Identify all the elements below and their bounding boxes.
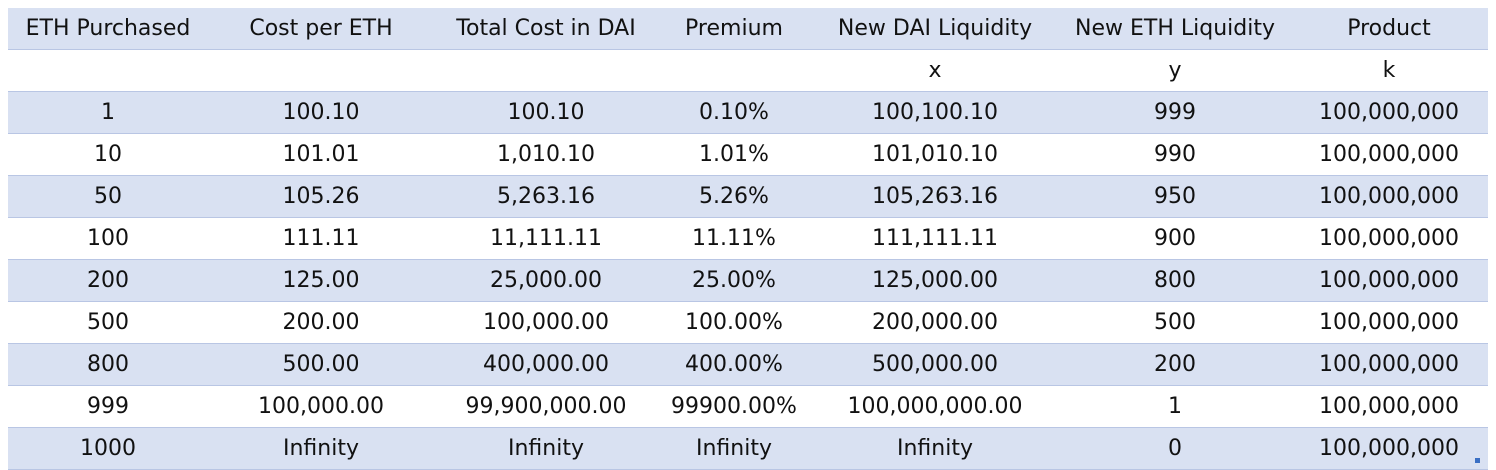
cell-premium[interactable]: Infinity — [658, 427, 810, 470]
cell-cost-per-eth[interactable]: 200.00 — [208, 301, 434, 344]
cell-cost-per-eth[interactable]: 105.26 — [208, 175, 434, 218]
header-row: ETH Purchased Cost per ETH Total Cost in… — [8, 8, 1488, 50]
cell-premium[interactable]: 0.10% — [658, 91, 810, 134]
cell-new-dai-liquidity[interactable]: Infinity — [810, 427, 1060, 470]
cell-total-cost-dai[interactable]: 400,000.00 — [434, 343, 658, 386]
cell-product[interactable]: 100,000,000 — [1290, 217, 1488, 260]
variable-cell-x[interactable]: x — [810, 49, 1060, 92]
cell-product[interactable]: 100,000,000 — [1290, 175, 1488, 218]
table-row: 200 125.00 25,000.00 25.00% 125,000.00 800 100… — [8, 259, 1488, 302]
cell-eth-purchased[interactable]: 999 — [8, 385, 208, 428]
table-row: 500 200.00 100,000.00 100.00% 200,000.00 500 1… — [8, 301, 1488, 344]
cell-eth-purchased[interactable]: 100 — [8, 217, 208, 260]
cell-new-dai-liquidity[interactable]: 500,000.00 — [810, 343, 1060, 386]
cell-cost-per-eth[interactable]: 125.00 — [208, 259, 434, 302]
variable-cell-eth-purchased[interactable] — [8, 49, 208, 92]
header-cost-per-eth[interactable]: Cost per ETH — [208, 8, 434, 50]
table-row: 50 105.26 5,263.16 5.26% 105,263.16 950 100,00… — [8, 175, 1488, 218]
variable-cell-k[interactable]: k — [1290, 49, 1488, 92]
cell-cost-per-eth[interactable]: 500.00 — [208, 343, 434, 386]
cell-eth-purchased[interactable]: 500 — [8, 301, 208, 344]
cell-total-cost-dai[interactable]: 1,010.10 — [434, 133, 658, 176]
cell-new-eth-liquidity[interactable]: 990 — [1060, 133, 1290, 176]
variable-row: x y k — [8, 49, 1488, 92]
variable-cell-cost-per-eth[interactable] — [208, 49, 434, 92]
table-row: 800 500.00 400,000.00 400.00% 500,000.00 200 1… — [8, 343, 1488, 386]
cell-product[interactable]: 100,000,000 — [1290, 427, 1488, 470]
header-total-cost-dai[interactable]: Total Cost in DAI — [434, 8, 658, 50]
cell-new-eth-liquidity[interactable]: 950 — [1060, 175, 1290, 218]
header-new-dai-liquidity[interactable]: New DAI Liquidity — [810, 8, 1060, 50]
cell-new-eth-liquidity[interactable]: 1 — [1060, 385, 1290, 428]
cell-new-dai-liquidity[interactable]: 105,263.16 — [810, 175, 1060, 218]
cell-total-cost-dai[interactable]: 5,263.16 — [434, 175, 658, 218]
cell-product[interactable]: 100,000,000 — [1290, 91, 1488, 134]
cell-product[interactable]: 100,000,000 — [1290, 385, 1488, 428]
cell-premium[interactable]: 1.01% — [658, 133, 810, 176]
cell-new-dai-liquidity[interactable]: 101,010.10 — [810, 133, 1060, 176]
cell-total-cost-dai[interactable]: 11,111.11 — [434, 217, 658, 260]
cell-product[interactable]: 100,000,000 — [1290, 133, 1488, 176]
cell-cost-per-eth[interactable]: Infinity — [208, 427, 434, 470]
table-row: 10 101.01 1,010.10 1.01% 101,010.10 990 100,00… — [8, 133, 1488, 176]
cell-premium[interactable]: 11.11% — [658, 217, 810, 260]
table-row: 999 100,000.00 99,900,000.00 99900.00% 100,0… — [8, 385, 1488, 428]
table-row: 1000 Infinity Infinity Infinity Infinity 0 100… — [8, 427, 1488, 470]
cell-new-eth-liquidity[interactable]: 800 — [1060, 259, 1290, 302]
selection-fill-handle[interactable] — [1475, 458, 1480, 463]
cell-new-eth-liquidity[interactable]: 0 — [1060, 427, 1290, 470]
header-new-eth-liquidity[interactable]: New ETH Liquidity — [1060, 8, 1290, 50]
cell-premium[interactable]: 99900.00% — [658, 385, 810, 428]
header-eth-purchased[interactable]: ETH Purchased — [8, 8, 208, 50]
cell-new-dai-liquidity[interactable]: 100,100.10 — [810, 91, 1060, 134]
variable-cell-premium[interactable] — [658, 49, 810, 92]
table-row: 100 111.11 11,111.11 11.11% 111,111.11 900 100… — [8, 217, 1488, 260]
cell-eth-purchased[interactable]: 200 — [8, 259, 208, 302]
cell-new-eth-liquidity[interactable]: 900 — [1060, 217, 1290, 260]
cell-premium[interactable]: 400.00% — [658, 343, 810, 386]
cell-total-cost-dai[interactable]: 100.10 — [434, 91, 658, 134]
cell-new-dai-liquidity[interactable]: 100,000,000.00 — [810, 385, 1060, 428]
header-premium[interactable]: Premium — [658, 8, 810, 50]
cell-total-cost-dai[interactable]: 25,000.00 — [434, 259, 658, 302]
cell-total-cost-dai[interactable]: 100,000.00 — [434, 301, 658, 344]
cell-premium[interactable]: 5.26% — [658, 175, 810, 218]
spreadsheet-table: ETH Purchased Cost per ETH Total Cost in… — [8, 8, 1488, 470]
table-row: 1 100.10 100.10 0.10% 100,100.10 999 100,000,0… — [8, 91, 1488, 134]
cell-product[interactable]: 100,000,000 — [1290, 343, 1488, 386]
cell-total-cost-dai[interactable]: Infinity — [434, 427, 658, 470]
variable-cell-total-cost[interactable] — [434, 49, 658, 92]
cell-premium[interactable]: 25.00% — [658, 259, 810, 302]
cell-new-eth-liquidity[interactable]: 200 — [1060, 343, 1290, 386]
cell-total-cost-dai[interactable]: 99,900,000.00 — [434, 385, 658, 428]
cell-cost-per-eth[interactable]: 101.01 — [208, 133, 434, 176]
cell-new-dai-liquidity[interactable]: 111,111.11 — [810, 217, 1060, 260]
cell-eth-purchased[interactable]: 800 — [8, 343, 208, 386]
cell-eth-purchased[interactable]: 10 — [8, 133, 208, 176]
cell-new-eth-liquidity[interactable]: 999 — [1060, 91, 1290, 134]
cell-new-dai-liquidity[interactable]: 125,000.00 — [810, 259, 1060, 302]
cell-eth-purchased[interactable]: 50 — [8, 175, 208, 218]
cell-cost-per-eth[interactable]: 100.10 — [208, 91, 434, 134]
cell-product[interactable]: 100,000,000 — [1290, 259, 1488, 302]
cell-new-dai-liquidity[interactable]: 200,000.00 — [810, 301, 1060, 344]
cell-eth-purchased[interactable]: 1000 — [8, 427, 208, 470]
cell-product[interactable]: 100,000,000 — [1290, 301, 1488, 344]
amm-pricing-table: ETH Purchased Cost per ETH Total Cost in… — [8, 8, 1488, 470]
variable-cell-y[interactable]: y — [1060, 49, 1290, 92]
cell-cost-per-eth[interactable]: 100,000.00 — [208, 385, 434, 428]
cell-cost-per-eth[interactable]: 111.11 — [208, 217, 434, 260]
cell-eth-purchased[interactable]: 1 — [8, 91, 208, 134]
cell-premium[interactable]: 100.00% — [658, 301, 810, 344]
header-product[interactable]: Product — [1290, 8, 1488, 50]
cell-new-eth-liquidity[interactable]: 500 — [1060, 301, 1290, 344]
